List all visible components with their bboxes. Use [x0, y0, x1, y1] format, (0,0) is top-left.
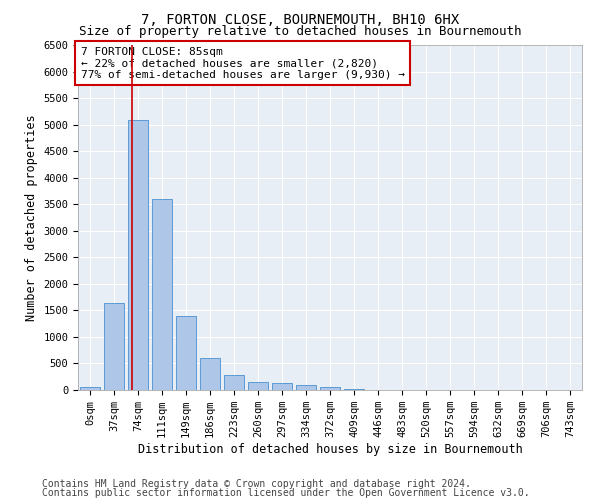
- Bar: [320, 387, 340, 390]
- Bar: [128, 120, 148, 390]
- Bar: [200, 358, 220, 390]
- Bar: [224, 374, 244, 390]
- Y-axis label: Number of detached properties: Number of detached properties: [25, 114, 38, 321]
- Bar: [344, 389, 364, 390]
- Bar: [104, 304, 124, 390]
- Text: 7, FORTON CLOSE, BOURNEMOUTH, BH10 6HX: 7, FORTON CLOSE, BOURNEMOUTH, BH10 6HX: [141, 12, 459, 26]
- Bar: [272, 383, 292, 390]
- Text: Contains HM Land Registry data © Crown copyright and database right 2024.: Contains HM Land Registry data © Crown c…: [42, 479, 471, 489]
- Bar: [80, 388, 100, 390]
- Bar: [152, 199, 172, 390]
- X-axis label: Distribution of detached houses by size in Bournemouth: Distribution of detached houses by size …: [137, 443, 523, 456]
- Text: 7 FORTON CLOSE: 85sqm
← 22% of detached houses are smaller (2,820)
77% of semi-d: 7 FORTON CLOSE: 85sqm ← 22% of detached …: [80, 46, 404, 80]
- Text: Size of property relative to detached houses in Bournemouth: Size of property relative to detached ho…: [79, 25, 521, 38]
- Bar: [176, 316, 196, 390]
- Bar: [248, 382, 268, 390]
- Bar: [296, 385, 316, 390]
- Text: Contains public sector information licensed under the Open Government Licence v3: Contains public sector information licen…: [42, 488, 530, 498]
